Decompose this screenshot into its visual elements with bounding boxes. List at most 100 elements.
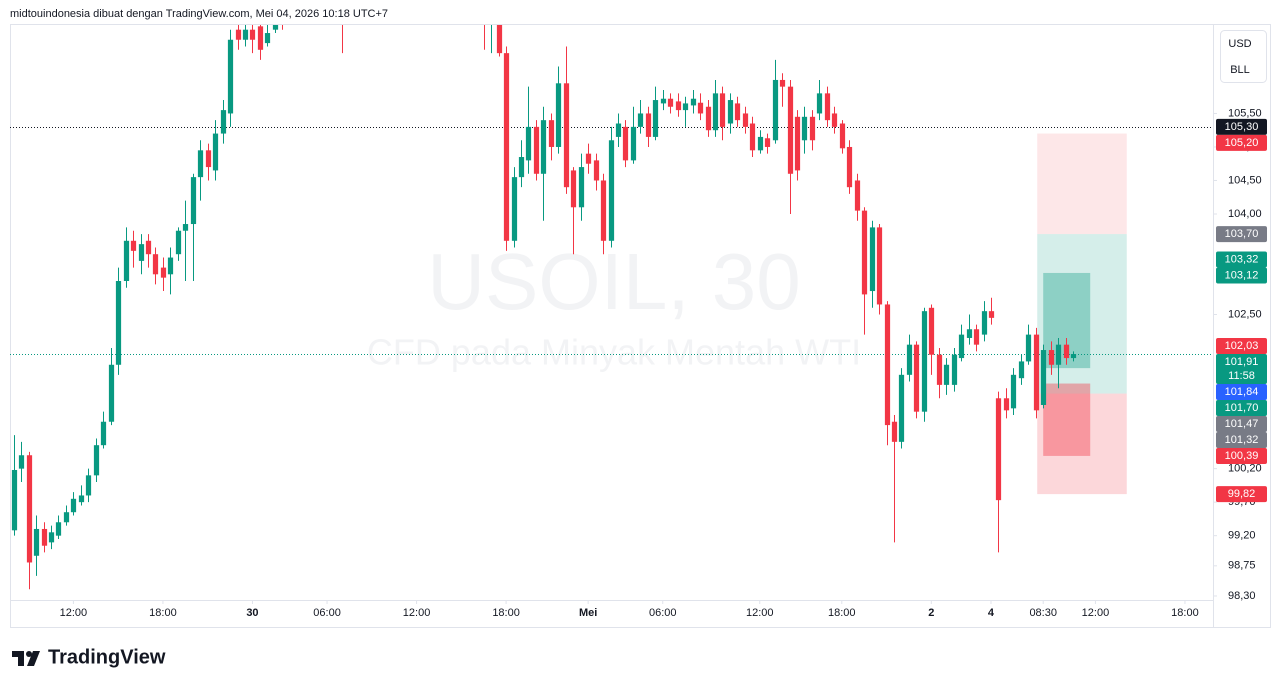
candle-body [600,180,607,241]
candle-body [690,98,697,106]
candle-body [891,421,898,442]
x-tick-label: 12:00 [403,607,431,619]
candle-body [712,93,719,131]
candle-body [63,512,70,523]
candle-body [518,157,525,178]
candle-body [593,160,600,181]
candle-body [645,113,652,137]
candle-body [682,103,689,111]
candle-body [570,170,577,208]
candle-body [824,93,831,121]
candle-body [115,281,122,365]
header-text: midtouindonesia dibuat dengan TradingVie… [10,8,388,20]
candle-body [913,344,920,412]
position-zone [1037,393,1127,495]
candle-body [846,146,853,188]
position-tool [1037,133,1127,495]
candle-body [212,133,219,171]
y-tick-label: 98,30 [1228,590,1256,602]
candle-body [742,113,749,127]
x-tick-label: 2 [928,607,934,619]
candle-body [1003,398,1010,411]
candle-body [1055,344,1062,365]
candle-body [1018,361,1025,379]
price-tag [1216,338,1267,355]
candle-body [227,39,234,114]
price-tag-label: 101,70 [1225,402,1259,414]
candle-body [496,25,503,54]
x-tick-label: 18:00 [828,607,856,619]
candle-body [41,528,48,546]
candle-body [11,469,18,531]
price-tag-label: 105,30 [1225,121,1259,133]
candle-body [921,311,928,412]
candle-body [898,374,905,442]
y-tick-label: 105,50 [1228,107,1262,119]
watermark-description: CFD pada Minyak Mentah WTI [367,332,861,373]
candle-body [966,329,973,338]
price-tag-label: 103,70 [1225,228,1259,240]
candle-body [973,329,980,345]
y-tick-label: 100,20 [1228,463,1262,475]
candle-body [325,0,330,3]
candle-body [787,86,794,174]
candle-body [145,240,152,255]
candle-body [100,421,107,446]
candle-body [772,79,779,141]
price-tag-label: 101,84 [1225,386,1259,398]
price-tag [1216,400,1267,417]
candle-body [928,307,935,355]
candle-body [1040,350,1047,405]
candle-body [839,123,846,149]
candle-body [936,354,943,385]
candle-body [876,227,883,305]
candle-body [152,254,159,275]
candle-body [33,528,40,556]
candle-body [85,475,92,496]
x-tick-label: 4 [988,607,995,619]
price-tag [1216,416,1267,433]
candle-body [630,126,637,161]
currency-button[interactable]: USD [1228,38,1251,50]
candle-body [719,93,726,127]
candle-body [540,120,547,174]
price-tag-label: 100,39 [1225,450,1259,462]
price-tag-label: 103,12 [1225,269,1259,281]
candles [11,0,1077,590]
candle-body [578,167,585,208]
candle-body [160,267,167,278]
candle-body [190,177,197,225]
chart-frame [10,24,1271,628]
price-tag-label: 105,20 [1225,137,1259,149]
currency-button[interactable]: BLL [1230,64,1250,76]
candle-body [757,136,764,151]
candle-body [467,0,472,13]
candle-body [249,29,256,40]
x-tick-label: 18:00 [1171,607,1199,619]
candle-body [906,344,913,375]
candle-body [809,116,816,141]
x-tick-label: Mei [579,607,597,619]
price-tag [1216,134,1267,151]
x-tick-label: 12:00 [1082,607,1110,619]
candle-body [123,240,130,282]
candle-body [981,311,988,335]
candle-body [861,210,868,295]
candle-body [220,110,227,134]
candle-body [675,101,682,111]
price-tag-label: 101,91 [1225,356,1259,368]
x-tick-label: 12:00 [60,607,88,619]
candle-body [801,116,808,141]
price-tag [1216,432,1267,449]
candle-body [70,498,77,513]
price-lines [10,127,1213,355]
y-tick-label: 102,50 [1228,308,1262,320]
candle-body [482,6,487,19]
candle-body [242,29,249,40]
candle-body [697,102,704,114]
candle-body [182,224,189,231]
candle-body [951,354,958,385]
candle-body [167,257,174,275]
candle-body [18,455,25,469]
